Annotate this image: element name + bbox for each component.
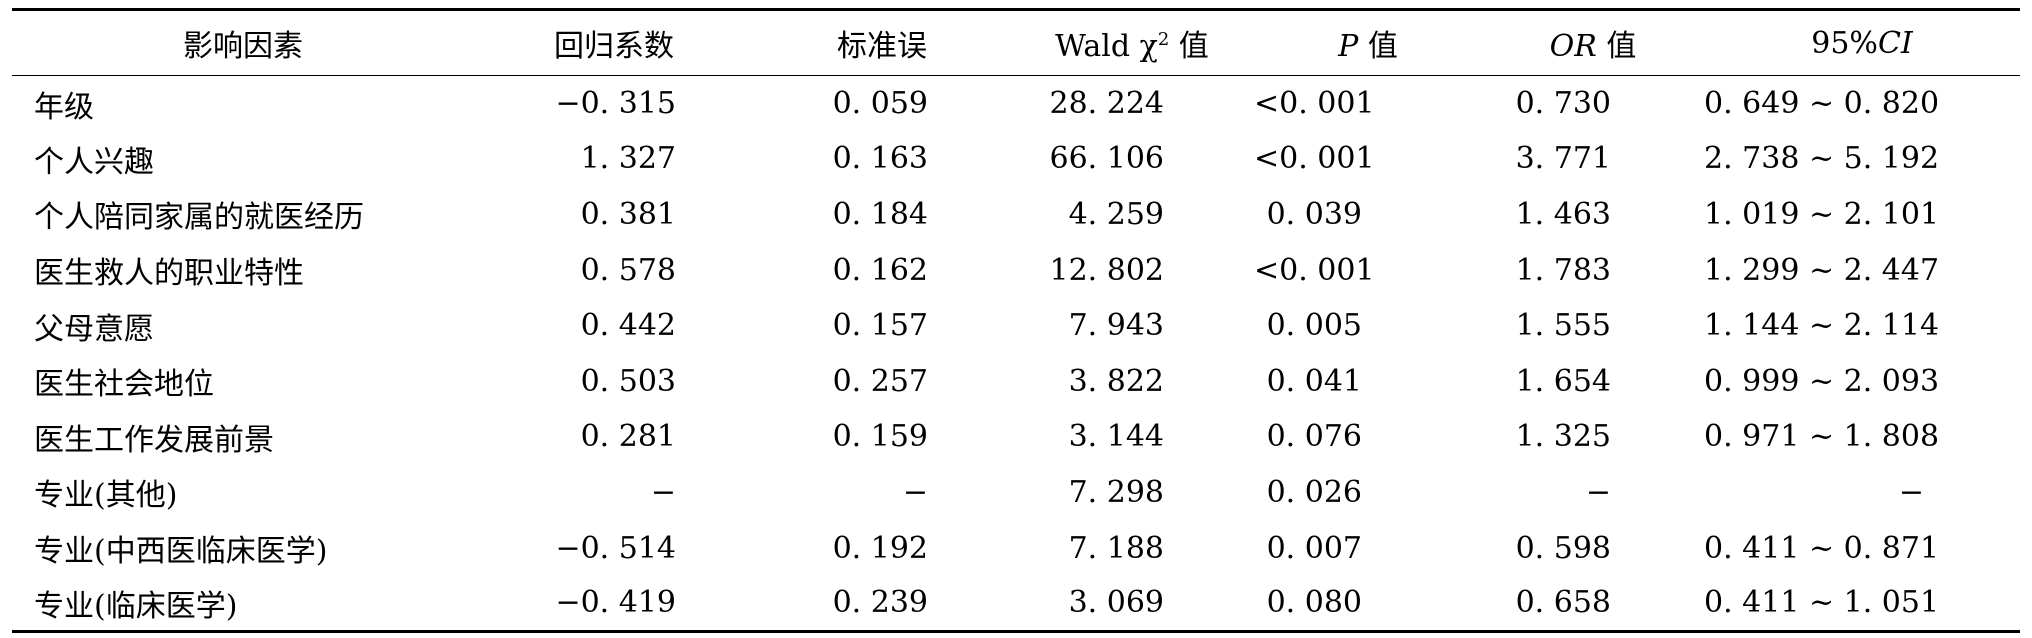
- cell-coefficient: 0. 578: [580, 252, 676, 288]
- regression-table-container: 影响因素 回归系数 标准误 Wald χ2 值 P 值 OR 值 95%CI 年…: [12, 8, 2020, 633]
- table-row: 专业(其他) − − 7. 298 0. 026 − −: [12, 465, 2020, 521]
- cell-factor: 专业(其他): [34, 478, 178, 514]
- cell-p-value: 0. 041: [1266, 363, 1362, 399]
- cell-confidence-interval: 0. 999 ~ 2. 093: [1704, 363, 1940, 399]
- cell-wald: 7. 943: [1068, 308, 1164, 344]
- cell-coefficient: 0. 381: [580, 196, 676, 232]
- cell-coefficient: −0. 419: [474, 575, 754, 633]
- cell-odds-ratio: 3. 771: [1515, 141, 1611, 177]
- cell-p-value: <0. 001: [1254, 252, 1375, 288]
- cell-factor: 个人陪同家属的就医经历: [34, 200, 364, 236]
- cell-coefficient: 0. 442: [580, 308, 676, 344]
- cell-p-value: 0. 076: [1266, 419, 1362, 455]
- table-row: 个人陪同家属的就医经历 0. 381 0. 184 4. 259 0. 039 …: [12, 187, 2020, 243]
- cell-factor: 医生工作发展前景: [34, 422, 274, 458]
- cell-standard-error: 0. 184: [832, 196, 928, 232]
- cell-confidence-interval: −: [1898, 474, 1924, 510]
- cell-wald: 12. 802: [1049, 252, 1164, 288]
- cell-factor: 专业(临床医学): [12, 575, 474, 633]
- cell-confidence-interval: 0. 971 ~ 1. 808: [1704, 419, 1940, 455]
- cell-odds-ratio: 1. 783: [1515, 252, 1611, 288]
- table-row: 年级 −0. 315 0. 059 28. 224 <0. 001 0. 730…: [12, 76, 2020, 132]
- header-coefficient: 回归系数: [474, 8, 754, 76]
- header-p-value: P 值: [1254, 8, 1482, 76]
- cell-standard-error: 0. 157: [832, 308, 928, 344]
- cell-odds-ratio: 1. 555: [1515, 308, 1611, 344]
- cell-factor: 医生社会地位: [34, 367, 214, 403]
- table-header-row: 影响因素 回归系数 标准误 Wald χ2 值 P 值 OR 值 95%CI: [12, 8, 2020, 76]
- cell-factor: 年级: [34, 89, 94, 125]
- cell-coefficient: 0. 281: [580, 419, 676, 455]
- cell-standard-error: 0. 239: [754, 575, 1010, 633]
- cell-odds-ratio: 1. 325: [1515, 419, 1611, 455]
- cell-factor: 个人兴趣: [34, 144, 154, 180]
- cell-standard-error: 0. 159: [832, 419, 928, 455]
- cell-wald: 3. 144: [1068, 419, 1164, 455]
- header-wald-chi-square: Wald χ2 值: [1010, 8, 1254, 76]
- cell-confidence-interval: 0. 649 ~ 0. 820: [1704, 86, 1940, 122]
- cell-wald: 28. 224: [1049, 86, 1164, 122]
- table-row: 医生工作发展前景 0. 281 0. 159 3. 144 0. 076 1. …: [12, 409, 2020, 465]
- cell-odds-ratio: 1. 463: [1515, 196, 1611, 232]
- header-factor: 影响因素: [12, 8, 474, 76]
- cell-odds-ratio: 0. 730: [1515, 86, 1611, 122]
- cell-p-value: 0. 005: [1266, 308, 1362, 344]
- cell-p-value: 0. 026: [1266, 474, 1362, 510]
- cell-standard-error: −: [902, 474, 928, 510]
- cell-coefficient: −0. 315: [555, 86, 676, 122]
- table-row: 医生社会地位 0. 503 0. 257 3. 822 0. 041 1. 65…: [12, 353, 2020, 409]
- cell-p-value: 0. 080: [1254, 575, 1482, 633]
- cell-standard-error: 0. 059: [832, 86, 928, 122]
- cell-p-value: 0. 007: [1266, 530, 1362, 566]
- cell-p-value: <0. 001: [1254, 86, 1375, 122]
- cell-confidence-interval: 0. 411 ~ 1. 051: [1704, 575, 2020, 633]
- logistic-regression-table: 影响因素 回归系数 标准误 Wald χ2 值 P 值 OR 值 95%CI 年…: [12, 8, 2020, 633]
- cell-odds-ratio: 0. 658: [1482, 575, 1704, 633]
- table-row: 个人兴趣 1. 327 0. 163 66. 106 <0. 001 3. 77…: [12, 131, 2020, 187]
- cell-confidence-interval: 0. 411 ~ 0. 871: [1704, 530, 1940, 566]
- cell-wald: 4. 259: [1068, 196, 1164, 232]
- header-standard-error: 标准误: [754, 8, 1010, 76]
- cell-confidence-interval: 1. 144 ~ 2. 114: [1704, 308, 1940, 344]
- cell-wald: 66. 106: [1049, 141, 1164, 177]
- cell-coefficient: −0. 514: [555, 530, 676, 566]
- table-row: 专业(中西医临床医学) −0. 514 0. 192 7. 188 0. 007…: [12, 520, 2020, 576]
- cell-factor: 父母意愿: [34, 311, 154, 347]
- cell-p-value: 0. 039: [1266, 196, 1362, 232]
- cell-wald: 7. 188: [1068, 530, 1164, 566]
- cell-standard-error: 0. 162: [832, 252, 928, 288]
- cell-wald: 7. 298: [1068, 474, 1164, 510]
- cell-coefficient: 1. 327: [580, 141, 676, 177]
- cell-odds-ratio: 0. 598: [1515, 530, 1611, 566]
- table-body: 年级 −0. 315 0. 059 28. 224 <0. 001 0. 730…: [12, 76, 2020, 633]
- cell-odds-ratio: 1. 654: [1515, 363, 1611, 399]
- cell-coefficient: 0. 503: [580, 363, 676, 399]
- cell-wald: 3. 822: [1068, 363, 1164, 399]
- cell-confidence-interval: 2. 738 ~ 5. 192: [1704, 141, 1940, 177]
- cell-p-value: <0. 001: [1254, 141, 1375, 177]
- table-row: 医生救人的职业特性 0. 578 0. 162 12. 802 <0. 001 …: [12, 242, 2020, 298]
- cell-wald: 3. 069: [1010, 575, 1254, 633]
- cell-standard-error: 0. 257: [832, 363, 928, 399]
- cell-odds-ratio: −: [1585, 474, 1611, 510]
- cell-confidence-interval: 1. 299 ~ 2. 447: [1704, 252, 1940, 288]
- table-row: 父母意愿 0. 442 0. 157 7. 943 0. 005 1. 555 …: [12, 298, 2020, 354]
- table-row: 专业(临床医学) −0. 419 0. 239 3. 069 0. 080 0.…: [12, 575, 2020, 633]
- header-confidence-interval: 95%CI: [1704, 8, 2020, 76]
- cell-confidence-interval: 1. 019 ~ 2. 101: [1704, 196, 1940, 232]
- cell-standard-error: 0. 163: [832, 141, 928, 177]
- cell-factor: 医生救人的职业特性: [34, 256, 304, 292]
- cell-coefficient: −: [650, 474, 676, 510]
- cell-standard-error: 0. 192: [832, 530, 928, 566]
- cell-factor: 专业(中西医临床医学): [34, 534, 328, 570]
- header-odds-ratio: OR 值: [1482, 8, 1704, 76]
